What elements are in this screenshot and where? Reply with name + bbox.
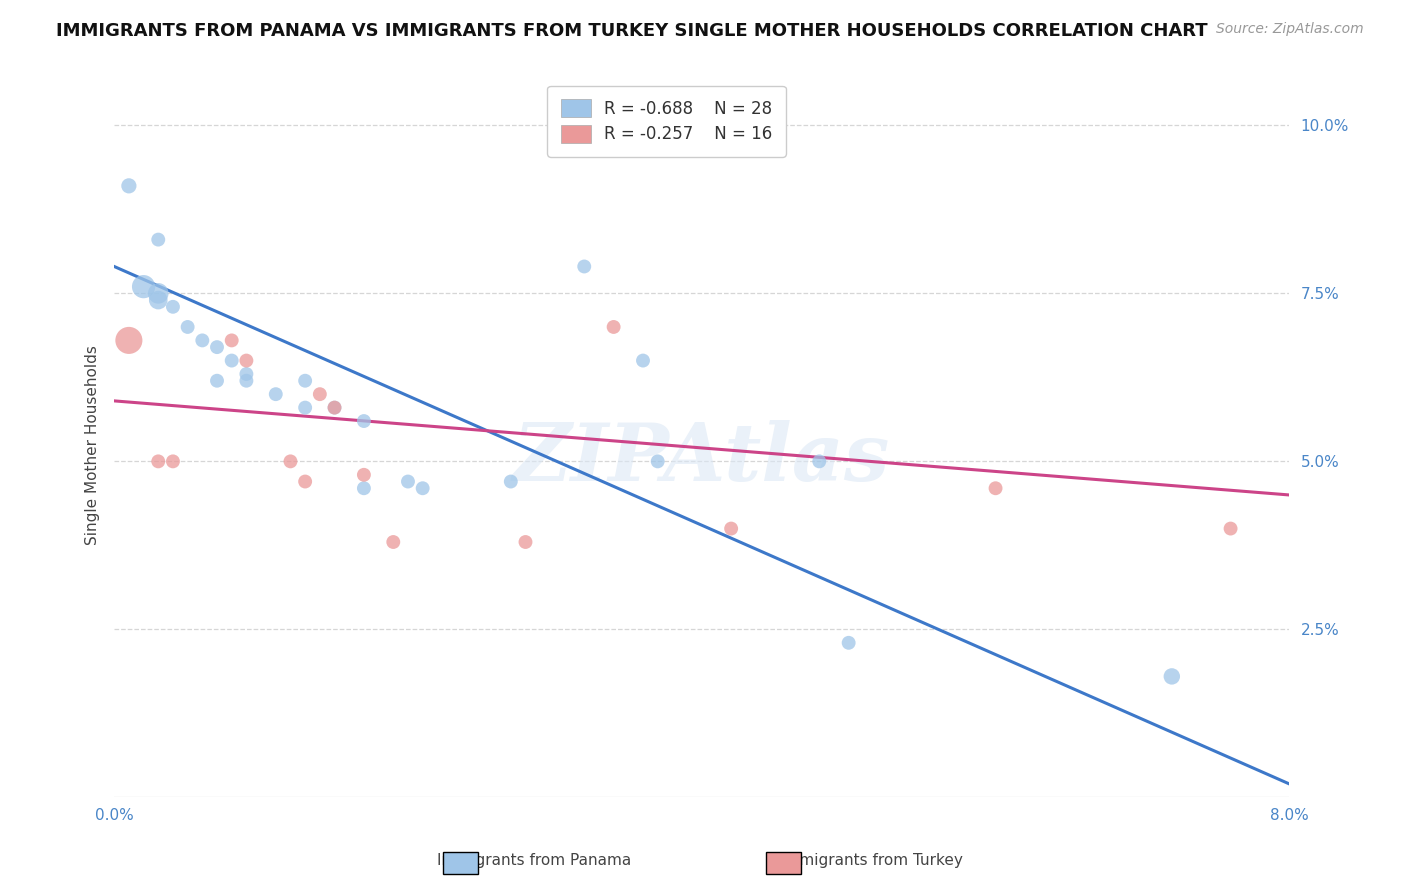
- Point: [1219, 522, 1241, 536]
- Point: [235, 374, 257, 388]
- Point: [382, 535, 405, 549]
- Text: IMMIGRANTS FROM PANAMA VS IMMIGRANTS FROM TURKEY SINGLE MOTHER HOUSEHOLDS CORREL: IMMIGRANTS FROM PANAMA VS IMMIGRANTS FRO…: [56, 22, 1208, 40]
- Point: [280, 454, 302, 468]
- Text: Immigrants from Panama: Immigrants from Panama: [437, 854, 631, 868]
- Point: [499, 475, 522, 489]
- Point: [1160, 669, 1182, 683]
- Point: [148, 233, 170, 247]
- Point: [132, 279, 155, 293]
- Point: [191, 334, 214, 348]
- Point: [264, 387, 287, 401]
- Point: [602, 320, 624, 334]
- Point: [396, 475, 419, 489]
- Point: [162, 300, 184, 314]
- Point: [148, 293, 170, 307]
- Point: [323, 401, 346, 415]
- Point: [162, 454, 184, 468]
- Text: ZIPAtlas: ZIPAtlas: [513, 420, 890, 498]
- Point: [838, 636, 860, 650]
- Y-axis label: Single Mother Households: Single Mother Households: [86, 344, 100, 544]
- Point: [176, 320, 198, 334]
- Point: [353, 467, 375, 482]
- Point: [221, 353, 243, 368]
- Point: [294, 374, 316, 388]
- Point: [235, 367, 257, 381]
- Point: [235, 353, 257, 368]
- Point: [118, 334, 141, 348]
- Point: [118, 178, 141, 193]
- Point: [148, 286, 170, 301]
- Point: [353, 414, 375, 428]
- Text: Immigrants from Turkey: Immigrants from Turkey: [780, 854, 963, 868]
- Legend: R = -0.688    N = 28, R = -0.257    N = 16: R = -0.688 N = 28, R = -0.257 N = 16: [547, 86, 786, 157]
- Point: [205, 340, 228, 354]
- Point: [412, 481, 434, 495]
- Point: [984, 481, 1007, 495]
- Point: [631, 353, 654, 368]
- Point: [353, 481, 375, 495]
- Point: [720, 522, 742, 536]
- Point: [574, 260, 596, 274]
- Point: [323, 401, 346, 415]
- Point: [515, 535, 537, 549]
- Text: Source: ZipAtlas.com: Source: ZipAtlas.com: [1216, 22, 1364, 37]
- Point: [205, 374, 228, 388]
- Point: [308, 387, 330, 401]
- Point: [148, 454, 170, 468]
- Point: [221, 334, 243, 348]
- Point: [808, 454, 831, 468]
- Point: [294, 401, 316, 415]
- Point: [294, 475, 316, 489]
- Point: [647, 454, 669, 468]
